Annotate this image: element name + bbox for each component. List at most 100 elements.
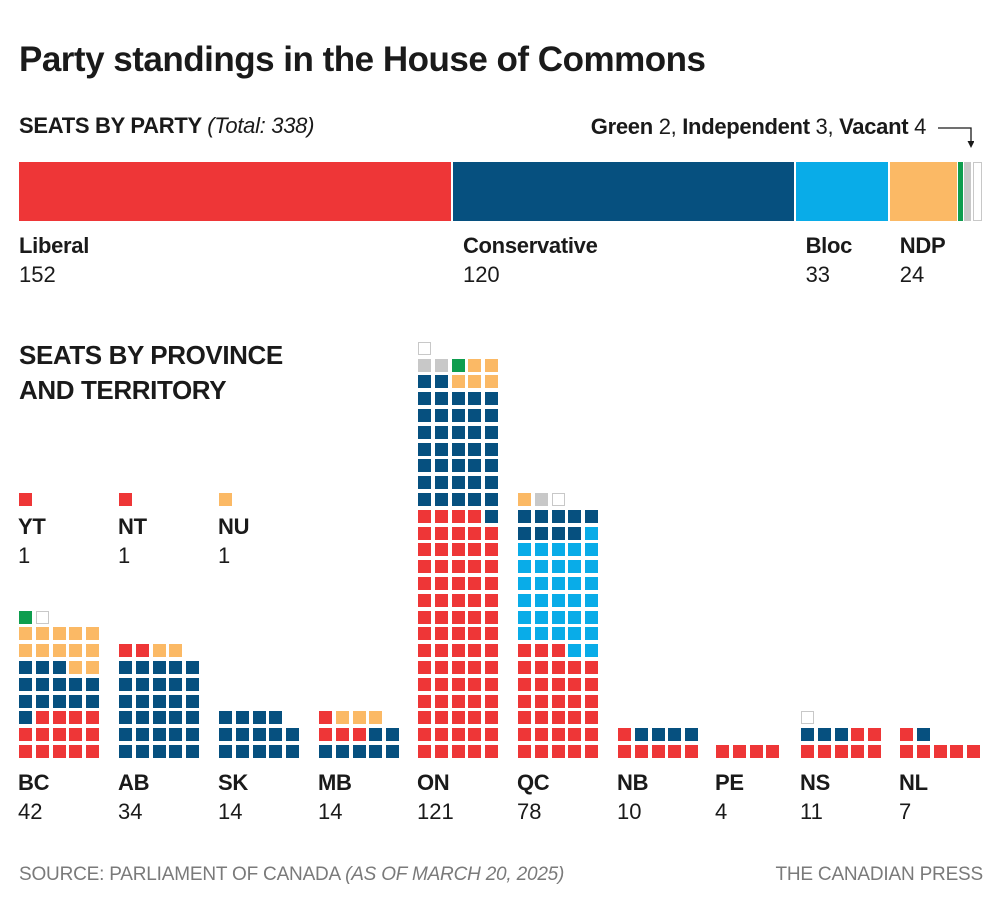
seat-liberal <box>534 711 548 725</box>
seat-liberal <box>434 526 448 540</box>
seat-bloc <box>518 543 531 557</box>
seat-conservative <box>634 728 648 742</box>
seat-vacant <box>35 610 49 624</box>
seat-liberal <box>52 745 66 758</box>
seat-conservative <box>19 711 32 725</box>
seat-ndp <box>86 627 100 641</box>
seat-liberal <box>434 644 448 658</box>
seat-liberal <box>468 677 482 691</box>
seat-ndp <box>86 644 100 658</box>
seat-conservative <box>186 694 200 708</box>
seat-conservative <box>135 745 149 758</box>
seat-liberal <box>485 745 499 758</box>
seat-liberal <box>485 627 499 641</box>
seat-liberal <box>352 728 366 742</box>
seat-liberal <box>485 728 499 742</box>
seat-liberal <box>766 745 780 758</box>
party-stacked-bar <box>19 162 984 221</box>
seat-bloc <box>534 577 548 590</box>
seat-conservative <box>135 694 149 708</box>
source-date: (AS OF MARCH 20, 2025) <box>345 864 565 885</box>
seat-bloc <box>534 610 548 624</box>
seat-conservative <box>152 677 166 691</box>
seat-liberal <box>468 745 482 758</box>
seat-conservative <box>418 493 431 506</box>
seat-conservative <box>135 661 149 674</box>
seat-conservative <box>319 745 332 758</box>
seat-liberal <box>468 694 482 708</box>
seat-ndp <box>69 644 83 658</box>
seat-liberal <box>950 745 964 758</box>
seat-vacant <box>551 493 565 506</box>
seat-liberal <box>69 745 83 758</box>
seat-conservative <box>186 711 200 725</box>
province-code: ON <box>417 770 450 795</box>
seat-bloc <box>534 560 548 574</box>
seat-conservative <box>119 728 132 742</box>
seats-total-note: (Total: 338) <box>207 113 315 138</box>
seat-conservative <box>135 677 149 691</box>
seat-conservative <box>434 493 448 506</box>
seat-ndp <box>518 493 531 506</box>
province-code: QC <box>517 770 550 795</box>
seat-conservative <box>169 745 183 758</box>
seat-bloc <box>585 644 599 658</box>
seat-conservative <box>668 728 682 742</box>
seat-liberal <box>534 728 548 742</box>
seat-conservative <box>434 425 448 439</box>
seat-liberal <box>319 728 332 742</box>
province-code: MB <box>318 770 352 795</box>
seat-liberal <box>534 745 548 758</box>
province-label-bc: BC 42 <box>18 768 49 826</box>
seat-liberal <box>418 543 431 557</box>
seat-green <box>451 358 465 372</box>
seat-conservative <box>551 526 565 540</box>
seat-liberal <box>534 644 548 658</box>
seat-conservative <box>418 375 431 389</box>
seat-liberal <box>551 728 565 742</box>
seat-liberal <box>834 745 848 758</box>
seat-conservative <box>52 694 66 708</box>
seat-conservative <box>35 661 49 674</box>
seat-liberal <box>585 694 599 708</box>
seat-liberal <box>685 745 699 758</box>
seat-ndp <box>52 627 66 641</box>
seat-liberal <box>485 711 499 725</box>
bar-label-ndp: NDP 24 <box>900 231 946 289</box>
heading-line-1: SEATS BY PROVINCE <box>19 340 283 370</box>
seat-bloc <box>568 577 582 590</box>
seat-liberal <box>851 745 865 758</box>
seat-conservative <box>369 745 383 758</box>
seat-ndp <box>468 358 482 372</box>
seat-conservative <box>485 442 499 456</box>
province-code: NS <box>800 770 830 795</box>
province-label-pe: PE 4 <box>715 768 744 826</box>
seat-conservative <box>418 442 431 456</box>
seat-conservative <box>434 375 448 389</box>
seat-conservative <box>186 677 200 691</box>
seat-liberal <box>634 745 648 758</box>
seat-liberal <box>618 745 631 758</box>
seat-liberal <box>418 694 431 708</box>
seat-liberal <box>19 493 32 506</box>
seat-liberal <box>35 745 49 758</box>
bar-label-liberal: Liberal 152 <box>19 231 89 289</box>
seat-liberal <box>451 728 465 742</box>
seat-conservative <box>485 425 499 439</box>
seat-liberal <box>485 560 499 574</box>
seat-liberal <box>468 728 482 742</box>
province-seat-count: 7 <box>899 799 912 824</box>
seat-conservative <box>169 694 183 708</box>
seat-liberal <box>468 543 482 557</box>
seat-ndp <box>468 375 482 389</box>
seat-liberal <box>434 711 448 725</box>
seat-liberal <box>434 577 448 590</box>
seat-conservative <box>35 677 49 691</box>
province-seat-count: 4 <box>715 799 728 824</box>
seat-bloc <box>551 543 565 557</box>
seat-conservative <box>269 711 283 725</box>
seat-liberal <box>135 644 149 658</box>
seat-conservative <box>485 476 499 490</box>
bar-label-bloc: Bloc 33 <box>806 231 853 289</box>
province-label-nl: NL 7 <box>899 768 928 826</box>
